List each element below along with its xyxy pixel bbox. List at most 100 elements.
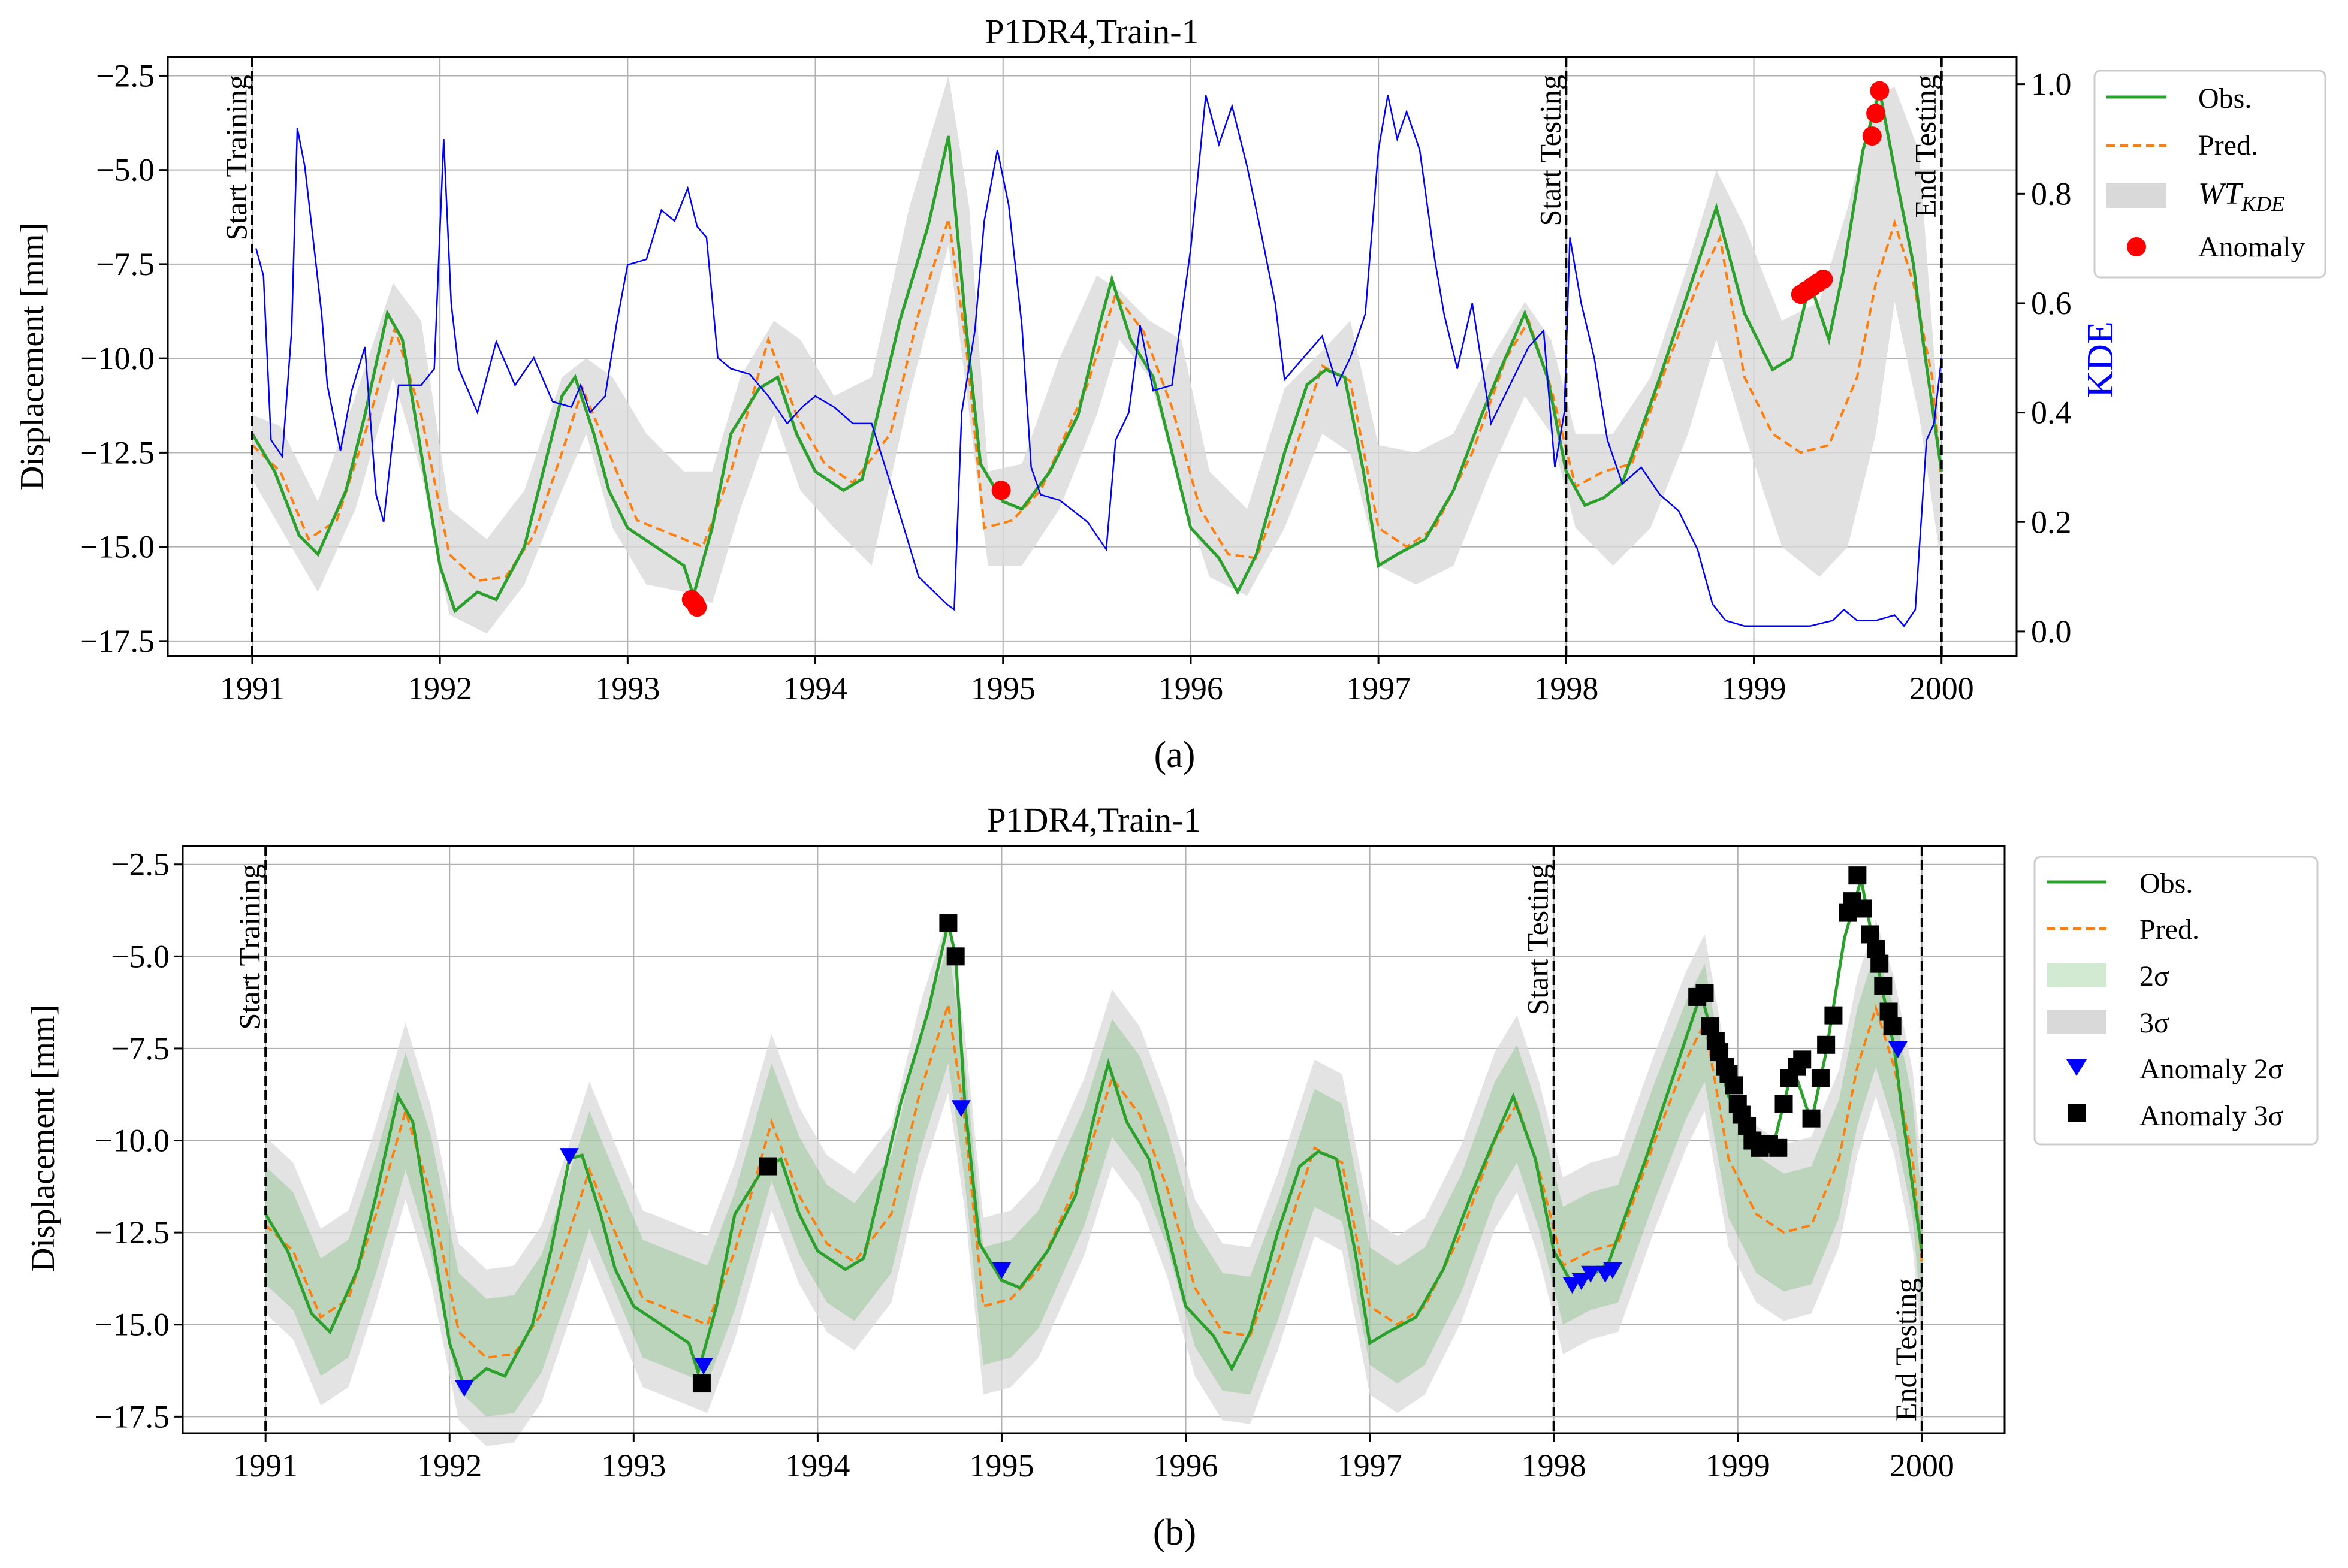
caption-b: (b) [1153,1512,1196,1553]
title-b: P1DR4,Train-1 [986,800,1200,839]
y2-ticks-a: 0.0 0.2 0.4 0.6 0.8 1.0 [2017,67,2072,649]
legend-anomaly-label: Anomaly [2198,231,2305,263]
phase-marker-label: End Testing [1889,1278,1923,1421]
y2label-a: KDE [2080,321,2121,397]
anomaly-2sigma-point [454,1380,474,1397]
x-tick-label: 1991 [220,670,285,706]
obs-series-a [251,90,1943,614]
anomaly-2sigma-point [1571,1273,1591,1291]
y-tick-label: −2.5 [96,58,155,93]
wt-kde-band [252,75,1942,634]
legend-frame-a [2093,70,2326,279]
y-tick-label: −7.5 [111,1031,170,1067]
anomaly-3sigma-point [1817,1035,1836,1054]
anomaly-3sigma-point [1874,977,1893,995]
legend-a: Obs. Pred. WTKDE Anomaly [2093,70,2326,279]
anomaly-point [991,481,1011,500]
ylabel-b: Displacement [mm] [25,1005,62,1272]
legend-wt-main: WT [2198,177,2243,211]
legend-obs-label-b: Obs. [2139,868,2193,899]
anomaly-2sigma-point [559,1148,579,1165]
anomaly-3sigma-point [1824,1006,1843,1025]
x-ticks-b: 1991 1992 1993 1994 1995 1996 1997 1998 1999 2000 [233,1433,1954,1484]
anomaly-point [1862,126,1882,146]
anomaly-2sigma-point [1602,1262,1622,1279]
x-tick-label: 1993 [601,1448,666,1484]
anomaly-3sigma-point [939,914,958,933]
x-tick-label: 2000 [1909,670,1974,706]
ylabel-a: Displacement [mm] [14,223,51,490]
anomaly-point [1866,104,1886,123]
x-tick-label: 1998 [1522,1448,1586,1484]
legend-b: Obs. Pred. 2σ 3σ Anomaly 2σ Anomaly 3σ [2033,856,2319,1146]
x-tick-label: 1998 [1534,670,1598,706]
legend-wt-swatch [2106,183,2166,208]
obs-series-b [264,878,1924,1390]
anomaly-3sigma-point [1774,1095,1793,1113]
anomaly-3sigma-point [946,947,965,966]
x-tick-label: 1999 [1706,1448,1770,1484]
phase-marker-label: Start Testing [1521,864,1555,1016]
caption-a: (a) [1154,735,1196,775]
anomaly-2sigma-point [992,1262,1012,1279]
anomaly-2sigma-point [951,1100,971,1117]
three-sigma-band [265,916,1922,1446]
obs-line-a [251,90,1943,614]
y2-tick-label: 0.8 [2031,176,2072,212]
y2-tick-label: 0.2 [2031,504,2072,540]
y-ticks-b: −17.5 −15.0 −12.5 −10.0 −7.5 −5.0 −2.5 [95,847,183,1434]
pred-line-a [251,218,1943,582]
x-tick-label: 1994 [783,670,848,706]
x-tick-label: 1997 [1346,670,1411,706]
anomaly-3sigma-point [692,1374,711,1393]
legend-3sigma-swatch [2047,1010,2106,1034]
legend-3sigma-label: 3σ [2139,1007,2169,1039]
two-sigma-area [265,945,1922,1417]
kde-series [255,95,1942,627]
legend-wt-sub: KDE [2241,192,2284,216]
legend-obs-label: Obs. [2198,83,2252,114]
phase-marker-label: Start Training [233,864,266,1029]
y-tick-label: −12.5 [80,434,155,470]
legend-anomaly-3sigma-label: Anomaly 3σ [2139,1100,2284,1132]
y-tick-label: −17.5 [95,1398,170,1434]
x-tick-label: 1996 [1154,1448,1218,1484]
phase-marker-label: Start Training [219,75,253,240]
three-sigma-area [265,916,1922,1446]
anomaly-3sigma-point [1725,1076,1743,1095]
y-tick-label: −2.5 [111,847,170,883]
anomaly-3sigma-point [1769,1138,1788,1157]
x-tick-label: 2000 [1890,1448,1954,1484]
x-tick-label: 1999 [1722,670,1786,706]
axes-frame-b [182,845,2006,1434]
legend-pred-label-b: Pred. [2139,914,2199,945]
x-tick-label: 1997 [1338,1448,1402,1484]
x-tick-label: 1992 [417,1448,482,1484]
y-tick-label: −5.0 [96,152,155,188]
anomaly-3sigma-point [759,1157,777,1176]
x-tick-label: 1995 [969,1448,1034,1484]
legend-2sigma-swatch [2047,963,2106,987]
y-tick-label: −10.0 [80,340,155,376]
y2-tick-label: 1.0 [2031,67,2072,102]
anomaly-markers-a [681,81,1890,617]
legend-anomaly-2sigma-swatch [2066,1059,2087,1076]
x-ticks-a: 1991 1992 1993 1994 1995 1996 1997 1998 1999 2000 [220,656,1974,706]
anomaly-point [687,597,707,617]
anomaly-2sigma-markers [454,1041,1908,1397]
y-tick-label: −10.0 [95,1123,170,1159]
y-tick-label: −17.5 [80,623,155,659]
x-tick-label: 1992 [408,670,472,706]
panel-a: Start Training Start Testing End Testing 1… [14,12,2326,775]
title-a: P1DR4,Train-1 [985,12,1199,51]
anomaly-3sigma-point [1695,984,1714,1002]
anomaly-3sigma-point [1870,954,1889,973]
y-tick-label: −15.0 [80,529,155,565]
anomaly-2sigma-point [694,1358,714,1375]
anomaly-point [1870,81,1890,101]
y-tick-label: −5.0 [111,938,170,974]
x-tick-label: 1994 [785,1448,850,1484]
y-tick-label: −12.5 [95,1214,170,1250]
y-tick-label: −15.0 [95,1307,170,1343]
